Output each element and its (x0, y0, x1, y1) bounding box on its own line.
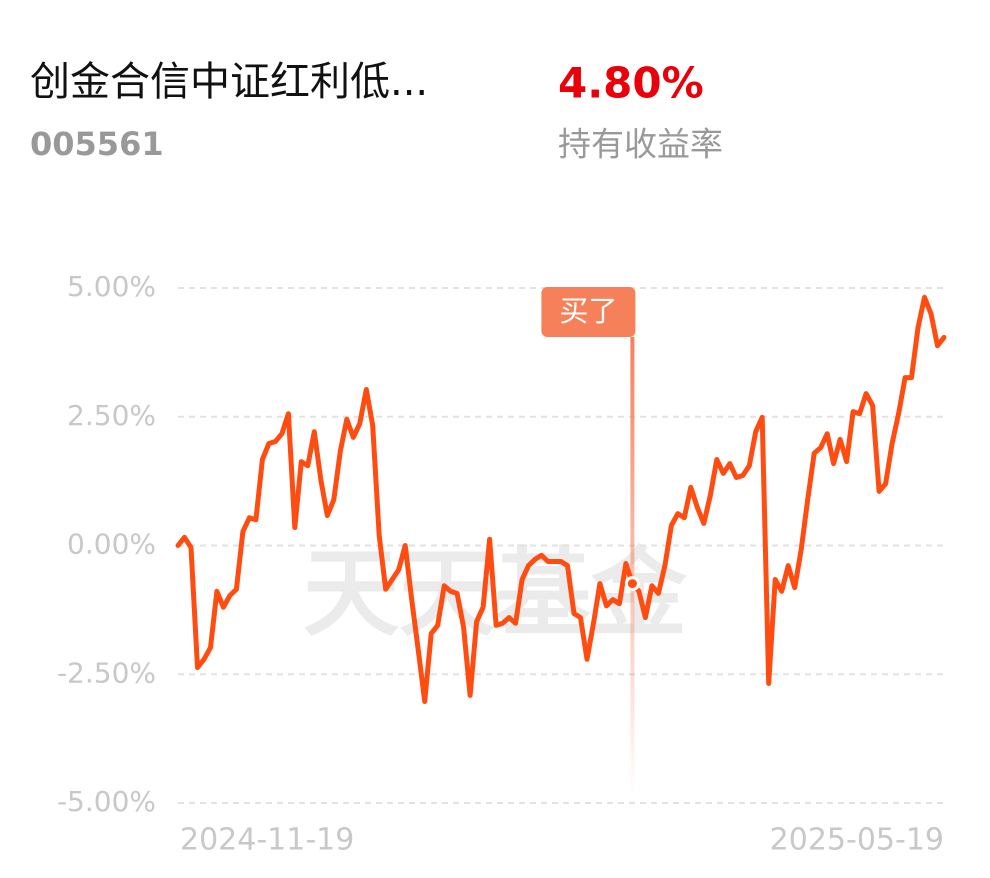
fund-title: 创金合信中证红利低... (30, 59, 428, 105)
y-tick-label: 0.00% (67, 528, 156, 561)
buy-badge (541, 287, 636, 337)
return-value: 4.80% (558, 59, 704, 108)
y-tick-label: 2.50% (67, 399, 156, 432)
return-label: 持有收益率 (558, 125, 723, 164)
buy-line (630, 337, 635, 797)
fund-code: 005561 (30, 125, 164, 163)
y-tick-label: 5.00% (67, 270, 156, 303)
y-tick-label: -2.50% (57, 656, 156, 689)
x-tick-label: 2025-05-19 (770, 823, 944, 858)
line (175, 294, 947, 704)
buy-label: 买了 (559, 294, 617, 328)
x-tick-label: 2024-11-19 (180, 823, 354, 858)
y-tick-label: -5.00% (57, 785, 156, 818)
buy-point (624, 576, 640, 592)
